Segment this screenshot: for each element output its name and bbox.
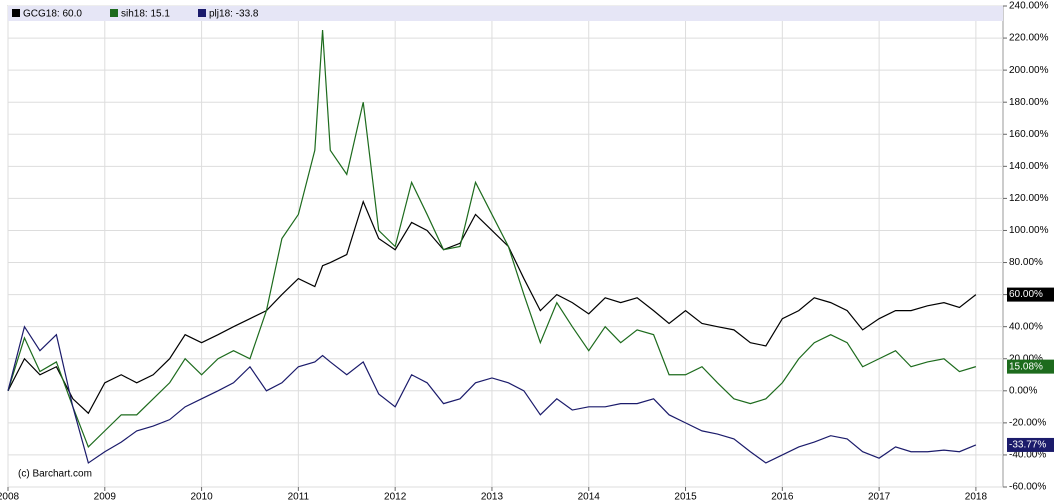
last-value-label: 60.00% — [1009, 289, 1043, 300]
y-tick-label: 40.00% — [1009, 321, 1043, 332]
plot-area — [7, 5, 1004, 488]
x-tick-label: 2010 — [190, 492, 213, 503]
x-tick-label: 2011 — [288, 492, 310, 503]
y-tick-label: 0.00% — [1009, 385, 1037, 396]
lines — [7, 30, 977, 464]
y-tick-label: -60.00% — [1009, 482, 1046, 493]
x-tick-label: 2015 — [674, 492, 697, 503]
last-value-box — [1007, 287, 1054, 302]
series-line — [7, 199, 977, 415]
last-value-label: -33.77% — [1009, 440, 1046, 451]
y-tick-label: -40.00% — [1009, 450, 1046, 461]
legend-label: GCG18: 60.0 — [23, 9, 82, 20]
legend-label: plj18: -33.8 — [209, 9, 259, 20]
y-tick-label: 180.00% — [1009, 97, 1049, 108]
last-value-box — [1007, 437, 1054, 452]
y-tick-label: 240.00% — [1009, 1, 1049, 12]
y-tick-label: 80.00% — [1009, 257, 1043, 268]
legend: GCG18: 60.0 sih18: 15.1 plj18: -33.8 — [12, 9, 259, 20]
y-tick-label: 20.00% — [1009, 353, 1043, 364]
last-value-box — [1007, 359, 1054, 374]
legend-label: sih18: 15.1 — [121, 9, 170, 20]
y-tick-label: 100.00% — [1009, 225, 1049, 236]
legend-swatch — [12, 9, 20, 17]
x-tick-label: 2013 — [481, 492, 504, 503]
x-tick-label: 2014 — [578, 492, 601, 503]
x-tick-label: 2008 — [0, 492, 20, 503]
x-tick-label: 2018 — [965, 492, 988, 503]
credit: (c) Barchart.com — [18, 469, 92, 480]
x-tick-label: 2009 — [94, 492, 117, 503]
y-tick-label: 220.00% — [1009, 33, 1049, 44]
x-tick-label: 2016 — [771, 492, 794, 503]
series-line — [7, 30, 977, 448]
x-tick-label: 2017 — [868, 492, 891, 503]
series-line — [7, 325, 977, 464]
y-tick-label: 140.00% — [1009, 161, 1049, 172]
y-tick-label: 160.00% — [1009, 129, 1049, 140]
legend-bar — [8, 6, 1003, 21]
y-tick-label: 120.00% — [1009, 193, 1049, 204]
x-tick-label: 2012 — [384, 492, 407, 503]
y-tick-label: -20.00% — [1009, 418, 1046, 429]
y-tick-label: 200.00% — [1009, 65, 1049, 76]
last-value-label: 15.08% — [1009, 361, 1043, 372]
legend-swatch — [110, 9, 118, 17]
legend-swatch — [198, 9, 206, 17]
